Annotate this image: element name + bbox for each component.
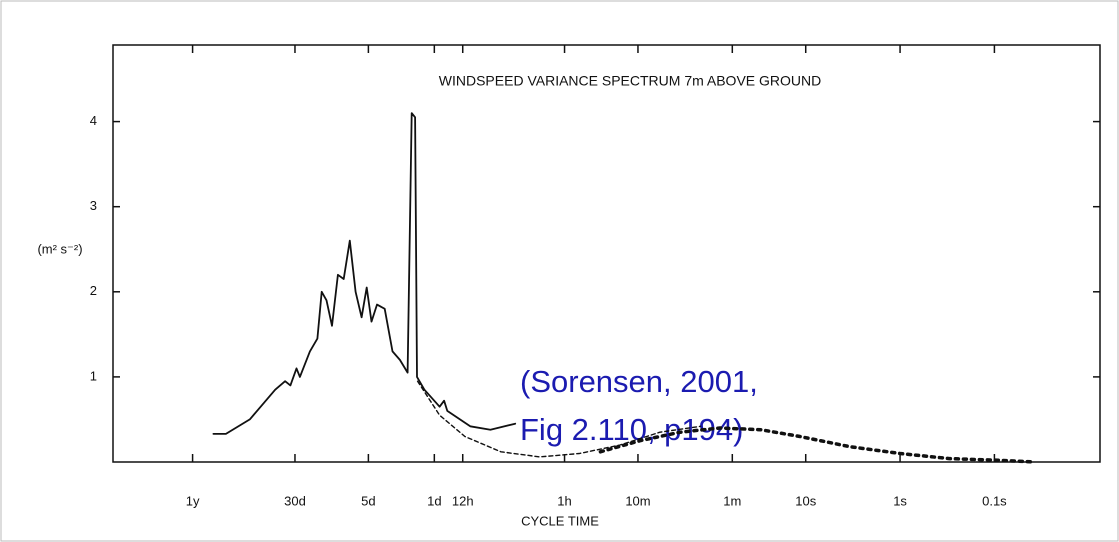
x-tick-label: 1d	[427, 493, 441, 508]
x-tick-label: 1y	[186, 493, 200, 508]
x-tick-label: 1m	[723, 493, 741, 508]
chart-title: WINDSPEED VARIANCE SPECTRUM 7m ABOVE GRO…	[439, 73, 821, 89]
line-series	[416, 380, 702, 458]
annotation: (Sorensen, 2001,	[520, 364, 758, 399]
x-axis-label: CYCLE TIME	[521, 513, 599, 528]
x-tick-label: 1h	[557, 493, 571, 508]
x-tick-label: 0.1s	[982, 493, 1007, 508]
y-axis-label: (m² s⁻²)	[37, 241, 82, 256]
y-tick-label: 1	[90, 368, 97, 383]
line-series	[212, 112, 517, 435]
x-tick-label: 10m	[625, 493, 650, 508]
y-tick-label: 2	[90, 283, 97, 298]
line-series	[598, 426, 1037, 464]
x-tick-label: 1s	[893, 493, 907, 508]
x-tick-label: 12h	[452, 493, 474, 508]
x-tick-label: 30d	[284, 493, 306, 508]
y-tick-label: 4	[90, 113, 97, 128]
y-tick-label: 3	[90, 198, 97, 213]
plot-area	[112, 44, 1101, 463]
x-tick-label: 10s	[795, 493, 816, 508]
x-tick-label: 5d	[361, 493, 375, 508]
